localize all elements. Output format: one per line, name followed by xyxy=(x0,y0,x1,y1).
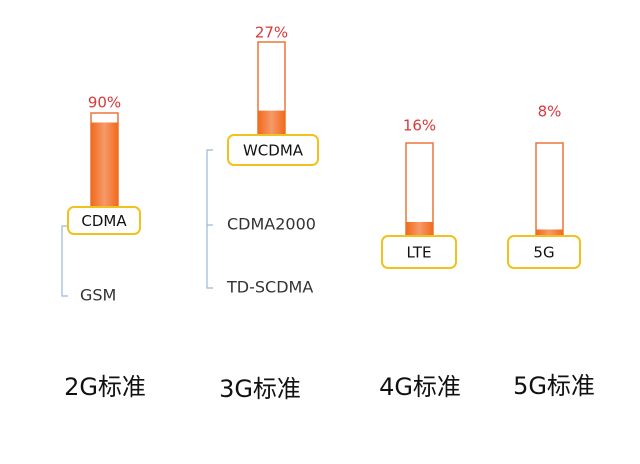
main-box xyxy=(381,235,457,269)
main-box xyxy=(67,206,141,235)
bracket xyxy=(61,225,68,297)
main-box xyxy=(227,134,319,166)
generation-label: 4G标准 xyxy=(379,373,461,401)
main-standard: LTE xyxy=(407,244,432,262)
bracket xyxy=(206,149,213,289)
gauge-outline xyxy=(405,142,434,238)
share-label: 16% xyxy=(403,117,436,135)
other-standard: GSM xyxy=(80,286,116,305)
generation-label: 3G标准 xyxy=(219,375,301,403)
other-standard: CDMA2000 xyxy=(227,215,316,234)
main-standard: 5G xyxy=(533,244,554,262)
share-label: 27% xyxy=(255,24,288,42)
gauge-fill xyxy=(406,221,433,237)
share-label: 8% xyxy=(538,103,562,121)
share-label: 90% xyxy=(88,94,121,112)
generation-label: 2G标准 xyxy=(64,373,146,401)
other-standard: TD-SCDMA xyxy=(226,278,313,297)
generation-label: 5G标准 xyxy=(513,372,595,400)
main-standard: CDMA xyxy=(81,212,127,230)
gauge-outline xyxy=(535,142,564,238)
gauge-fill xyxy=(536,229,563,237)
main-box xyxy=(507,235,581,269)
main-standard: WCDMA xyxy=(243,142,304,160)
gauge-fill xyxy=(91,122,118,208)
gauge-fill xyxy=(258,110,285,136)
